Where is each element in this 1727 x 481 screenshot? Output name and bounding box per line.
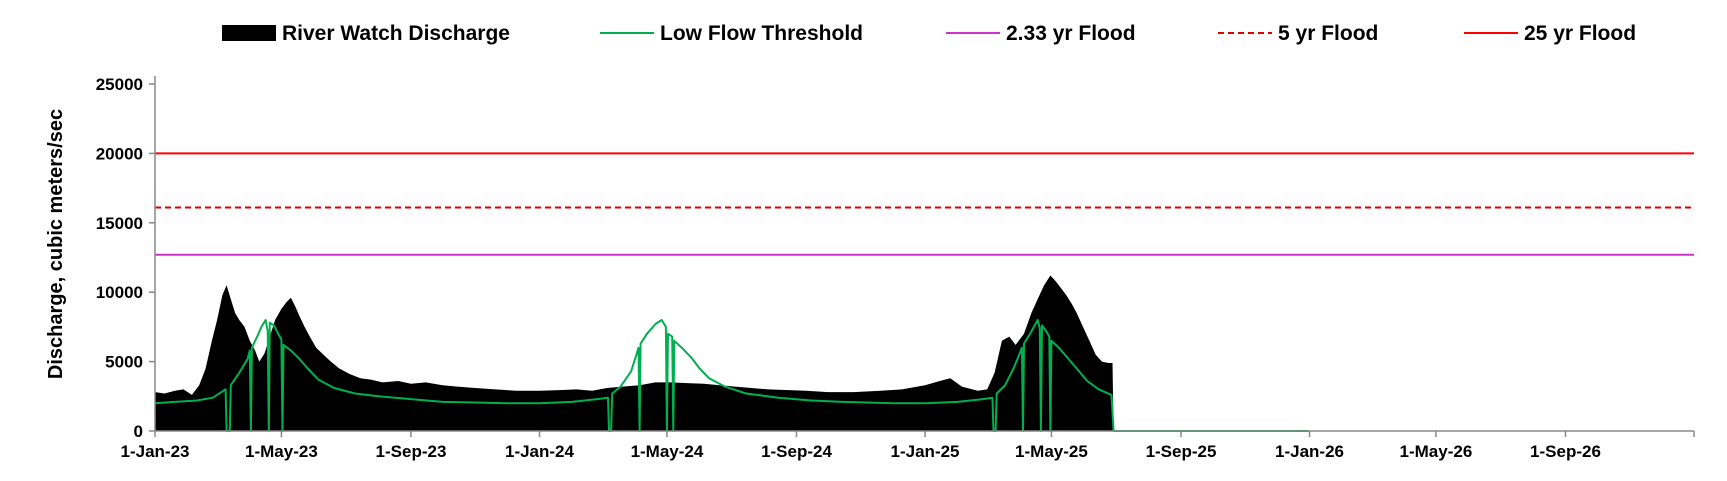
legend-label: 2.33 yr Flood [1006,22,1136,45]
plot-area [154,152,1694,432]
legend-item-5-yr-flood: 5 yr Flood [1218,22,1378,45]
legend-label: Low Flow Threshold [660,22,863,45]
x-tick-label: 1-Jan-26 [1275,442,1344,461]
y-tick-label: 15000 [96,214,143,233]
legend-swatch [222,25,276,41]
x-tick-label: 1-May-24 [631,442,704,461]
y-axis-title: Discharge, cubic meters/sec [45,109,67,379]
y-tick-label: 5000 [105,353,143,372]
river-watch-discharge-area [155,275,1114,431]
low-flow-threshold-line [154,319,1309,432]
y-tick-label: 20000 [96,144,143,163]
legend-item-25-yr-flood: 25 yr Flood [1464,22,1636,45]
legend-label: 25 yr Flood [1524,22,1636,45]
y-tick-label: 0 [134,422,143,441]
legend-label: River Watch Discharge [282,22,510,45]
legend-item-2-33-yr-flood: 2.33 yr Flood [946,22,1136,45]
legend-item-river-watch-discharge: River Watch Discharge [222,22,510,45]
x-tick-label: 1-Sep-23 [376,442,447,461]
x-tick-label: 1-Jan-24 [505,442,575,461]
x-tick-label: 1-Sep-25 [1146,442,1217,461]
legend-item-low-flow-threshold: Low Flow Threshold [600,22,863,45]
x-tick-label: 1-Jan-25 [891,442,960,461]
x-tick-label: 1-May-25 [1015,442,1088,461]
x-tick-label: 1-May-26 [1400,442,1473,461]
legend-label: 5 yr Flood [1278,22,1378,45]
legend: River Watch Discharge Low Flow Threshold 2… [222,22,1636,45]
y-tick-label: 10000 [96,283,143,302]
y-tick-label: 25000 [96,75,143,94]
x-tick-label: 1-Sep-26 [1530,442,1601,461]
x-tick-label: 1-Jan-23 [121,442,190,461]
axes: 0 5000 10000 15000 20000 25000 1-Jan-23 1-May-2… [96,75,1695,461]
x-tick-label: 1-May-23 [245,442,318,461]
x-tick-label: 1-Sep-24 [761,442,832,461]
